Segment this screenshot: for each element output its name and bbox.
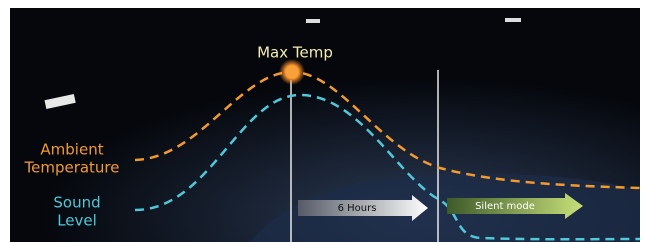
light <box>505 18 521 22</box>
max-point <box>286 66 298 78</box>
sound-label: Level <box>57 212 97 230</box>
ambient-label: Ambient <box>40 141 103 159</box>
duration-label: 6 Hours <box>338 203 377 214</box>
max-temp-label: Max Temp <box>257 44 333 62</box>
sound-label: Sound <box>53 194 100 212</box>
diagram: Max Temp Ambient Temperature Sound Level… <box>0 0 645 242</box>
light <box>306 19 320 23</box>
mode-label: Silent mode <box>475 201 535 212</box>
ambient-label: Temperature <box>23 159 119 177</box>
